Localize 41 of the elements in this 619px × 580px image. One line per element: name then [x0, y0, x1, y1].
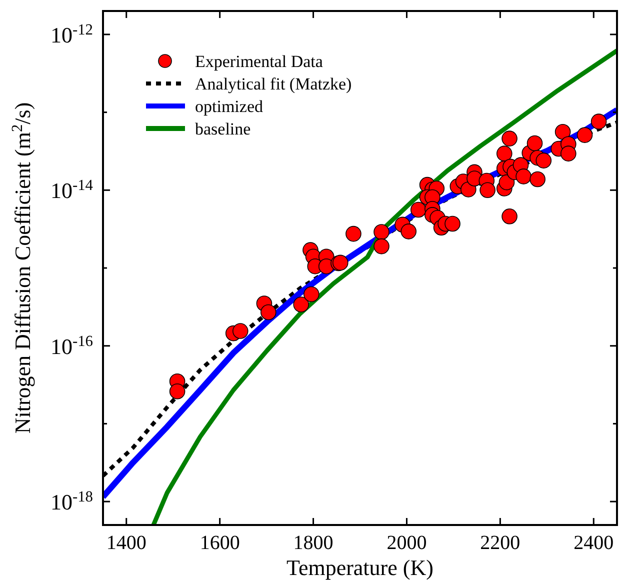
point: [304, 286, 320, 302]
point: [410, 202, 426, 218]
point: [260, 304, 276, 320]
point: [460, 182, 476, 198]
y-tick-label: 10$^{-14}$: [50, 176, 94, 204]
x-tick-label: 1600: [200, 532, 240, 554]
point: [346, 226, 362, 242]
y-tick-label: 10$^{-18}$: [50, 488, 94, 515]
point: [536, 152, 552, 168]
point: [480, 182, 496, 198]
point: [400, 224, 416, 240]
point: [526, 135, 543, 152]
point: [496, 146, 512, 162]
legend-label: Experimental Data: [195, 52, 324, 71]
x-tick-label: 2400: [574, 532, 614, 554]
point: [516, 168, 532, 184]
x-tick-label: 1800: [293, 532, 334, 554]
point: [502, 130, 518, 146]
point: [293, 296, 310, 312]
legend-label: baseline: [195, 120, 251, 138]
y-tick-label: 10$^{-12}$: [50, 20, 93, 48]
x-tick-label: 2200: [480, 532, 520, 554]
point: [374, 238, 390, 254]
legend-label: Analytical fit (Matzke): [195, 74, 352, 94]
legend-label: optimized: [195, 97, 264, 116]
point: [374, 224, 390, 240]
x-axis-title: Temperature (K): [286, 555, 434, 580]
point: [530, 171, 546, 188]
x-tick-label: 1400: [106, 532, 146, 554]
y-tick-label: 10$^{-16}$: [50, 332, 94, 359]
point: [554, 124, 571, 140]
point: [560, 146, 576, 162]
point: [444, 216, 460, 232]
point: [576, 127, 593, 143]
point: [502, 208, 518, 224]
line-series: [151, 48, 617, 525]
point: [590, 114, 607, 130]
point: [169, 384, 186, 400]
point: [232, 323, 248, 339]
x-tick-label: 2000: [386, 532, 427, 554]
point: [498, 174, 515, 190]
